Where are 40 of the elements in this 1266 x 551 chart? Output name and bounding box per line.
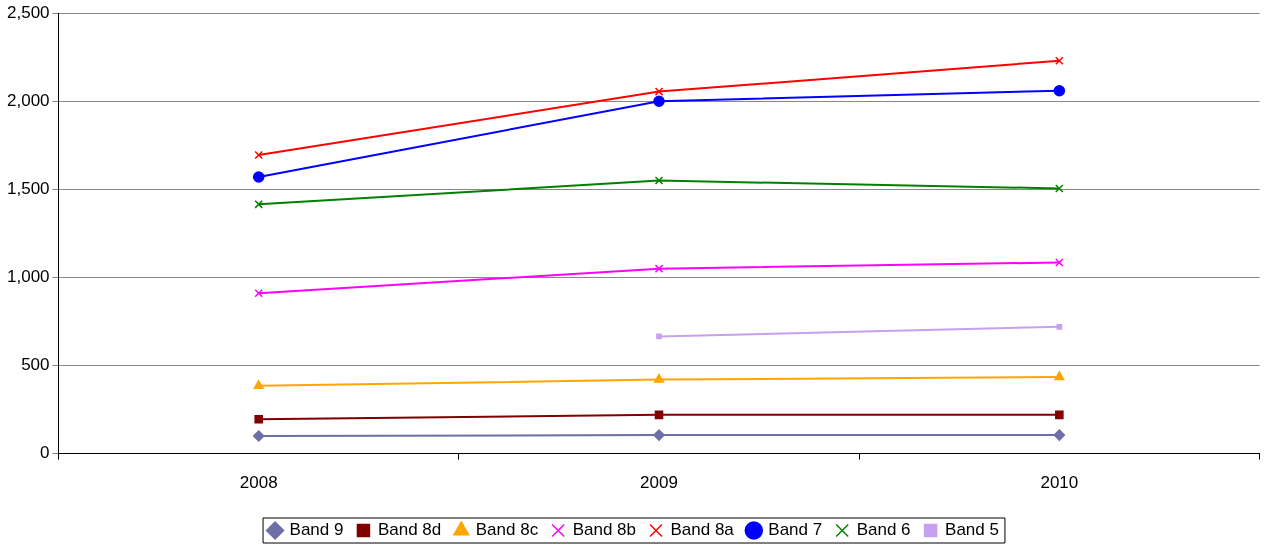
point xyxy=(653,95,665,108)
x-tick-label: 2010 xyxy=(1040,473,1079,493)
point xyxy=(254,200,263,209)
legend-label: Band 8a xyxy=(670,520,735,540)
legend-label: Band 6 xyxy=(856,520,911,540)
legend-label: Band 8b xyxy=(572,520,636,540)
legend-label: Band 7 xyxy=(768,520,823,540)
legend-label: Band 9 xyxy=(289,520,344,540)
legend-label: Band 5 xyxy=(945,520,999,540)
point xyxy=(656,333,662,340)
point xyxy=(654,176,664,185)
point xyxy=(252,171,265,183)
point xyxy=(254,289,263,298)
point xyxy=(1055,56,1064,66)
point xyxy=(1055,410,1064,420)
y-tick-label: 1,500 xyxy=(6,179,50,199)
point xyxy=(253,380,264,390)
point xyxy=(1055,184,1064,193)
point xyxy=(254,150,263,160)
point xyxy=(254,414,263,424)
point xyxy=(654,410,664,420)
point xyxy=(1053,84,1066,97)
point xyxy=(654,264,664,273)
legend-label: Band 8d xyxy=(377,520,442,540)
y-tick-label: 2,000 xyxy=(6,90,50,110)
y-tick-label: 2,500 xyxy=(6,2,50,22)
y-tick-label: 500 xyxy=(21,355,50,375)
legend-label: Band 8c xyxy=(475,520,539,540)
y-tick-label: 1,000 xyxy=(6,267,50,287)
point xyxy=(653,373,665,383)
point xyxy=(1054,371,1065,381)
point xyxy=(252,430,265,442)
point xyxy=(1055,258,1064,267)
point xyxy=(653,429,665,441)
point xyxy=(1056,323,1063,330)
y-tick-label: 0 xyxy=(40,443,50,463)
point xyxy=(1053,429,1066,441)
x-tick-label: 2008 xyxy=(239,473,278,493)
point xyxy=(654,87,664,96)
x-tick-label: 2009 xyxy=(640,473,678,493)
